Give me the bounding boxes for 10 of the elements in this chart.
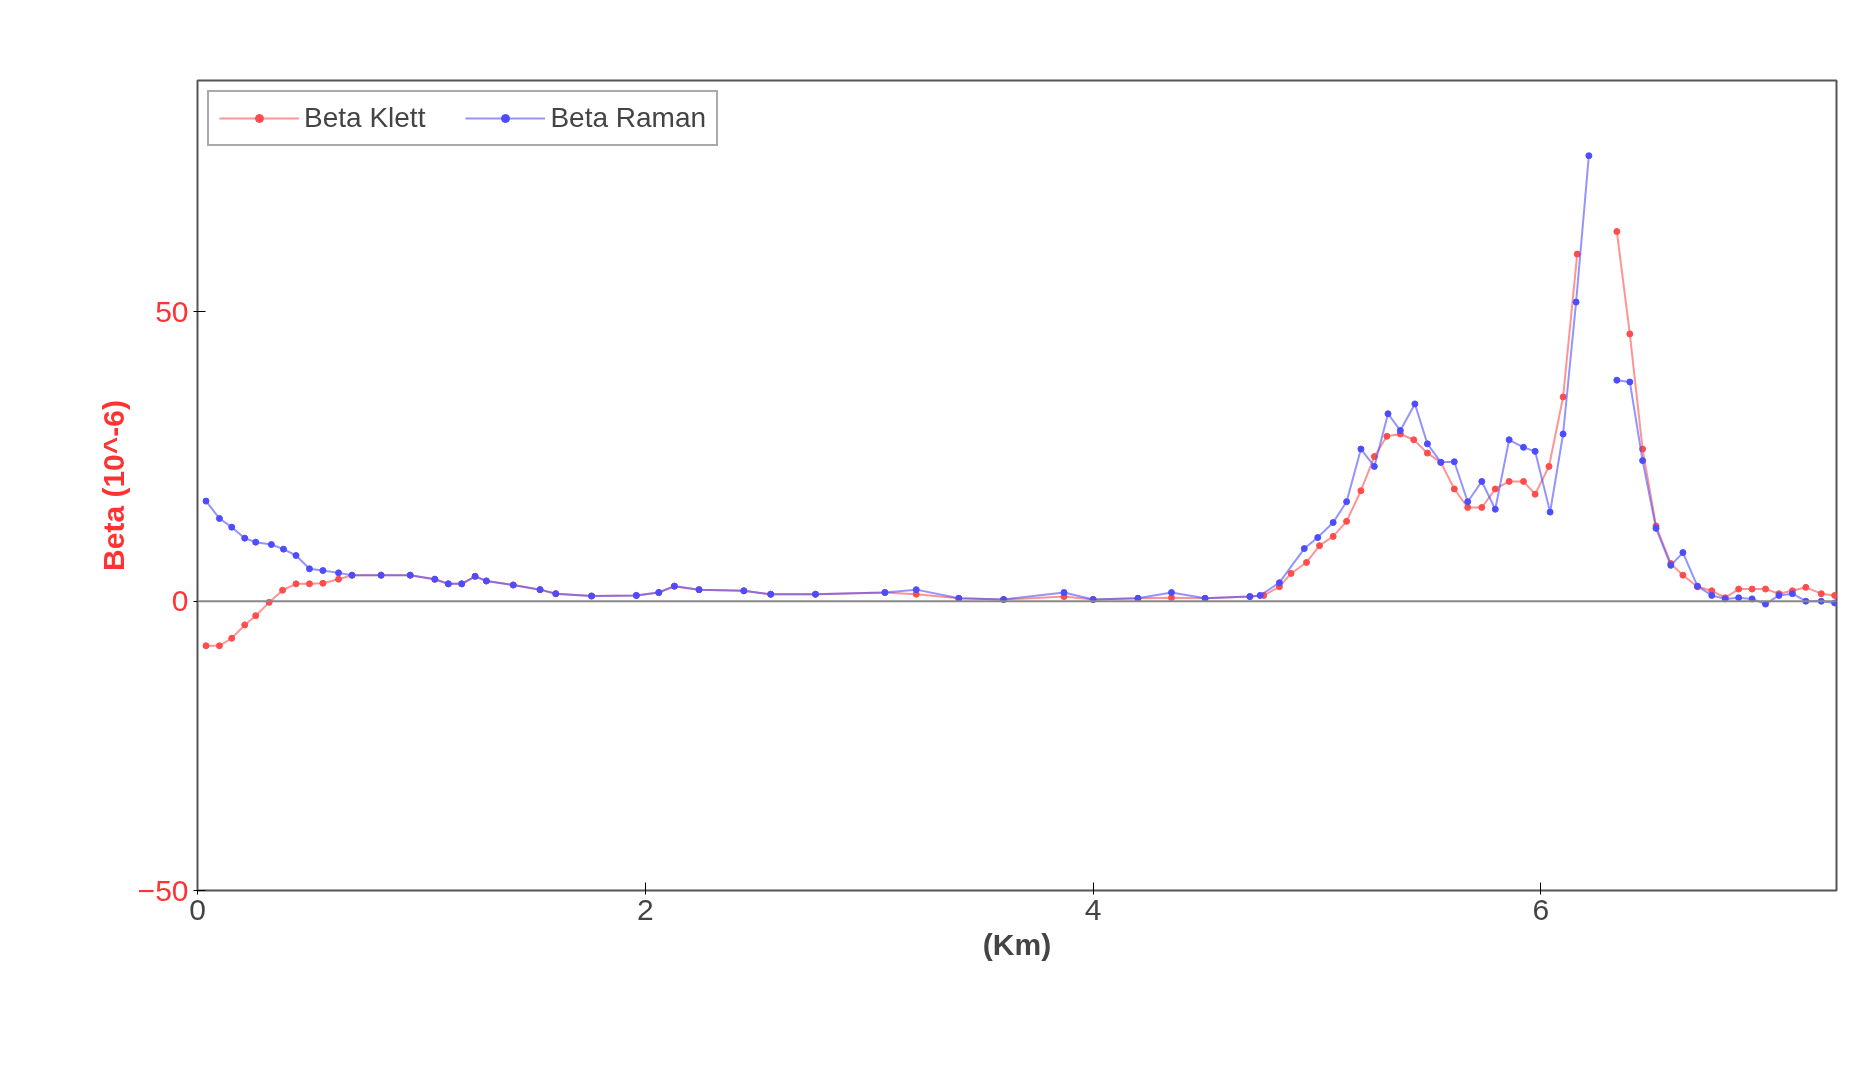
y-tick-label: 0	[171, 584, 189, 618]
x-tick-label: 2	[636, 892, 654, 926]
legend-label: Beta Klett	[304, 102, 426, 134]
y-tick-label: 50	[155, 294, 189, 328]
x-axis-title: (Km)	[982, 927, 1052, 961]
legend-label: Beta Raman	[550, 102, 707, 134]
x-tick-label: 6	[1532, 892, 1550, 926]
x-tick-label: 4	[1084, 892, 1102, 926]
y-axis-title: Beta (10^-6)	[96, 400, 130, 571]
y-tick-label: −50	[137, 873, 189, 907]
